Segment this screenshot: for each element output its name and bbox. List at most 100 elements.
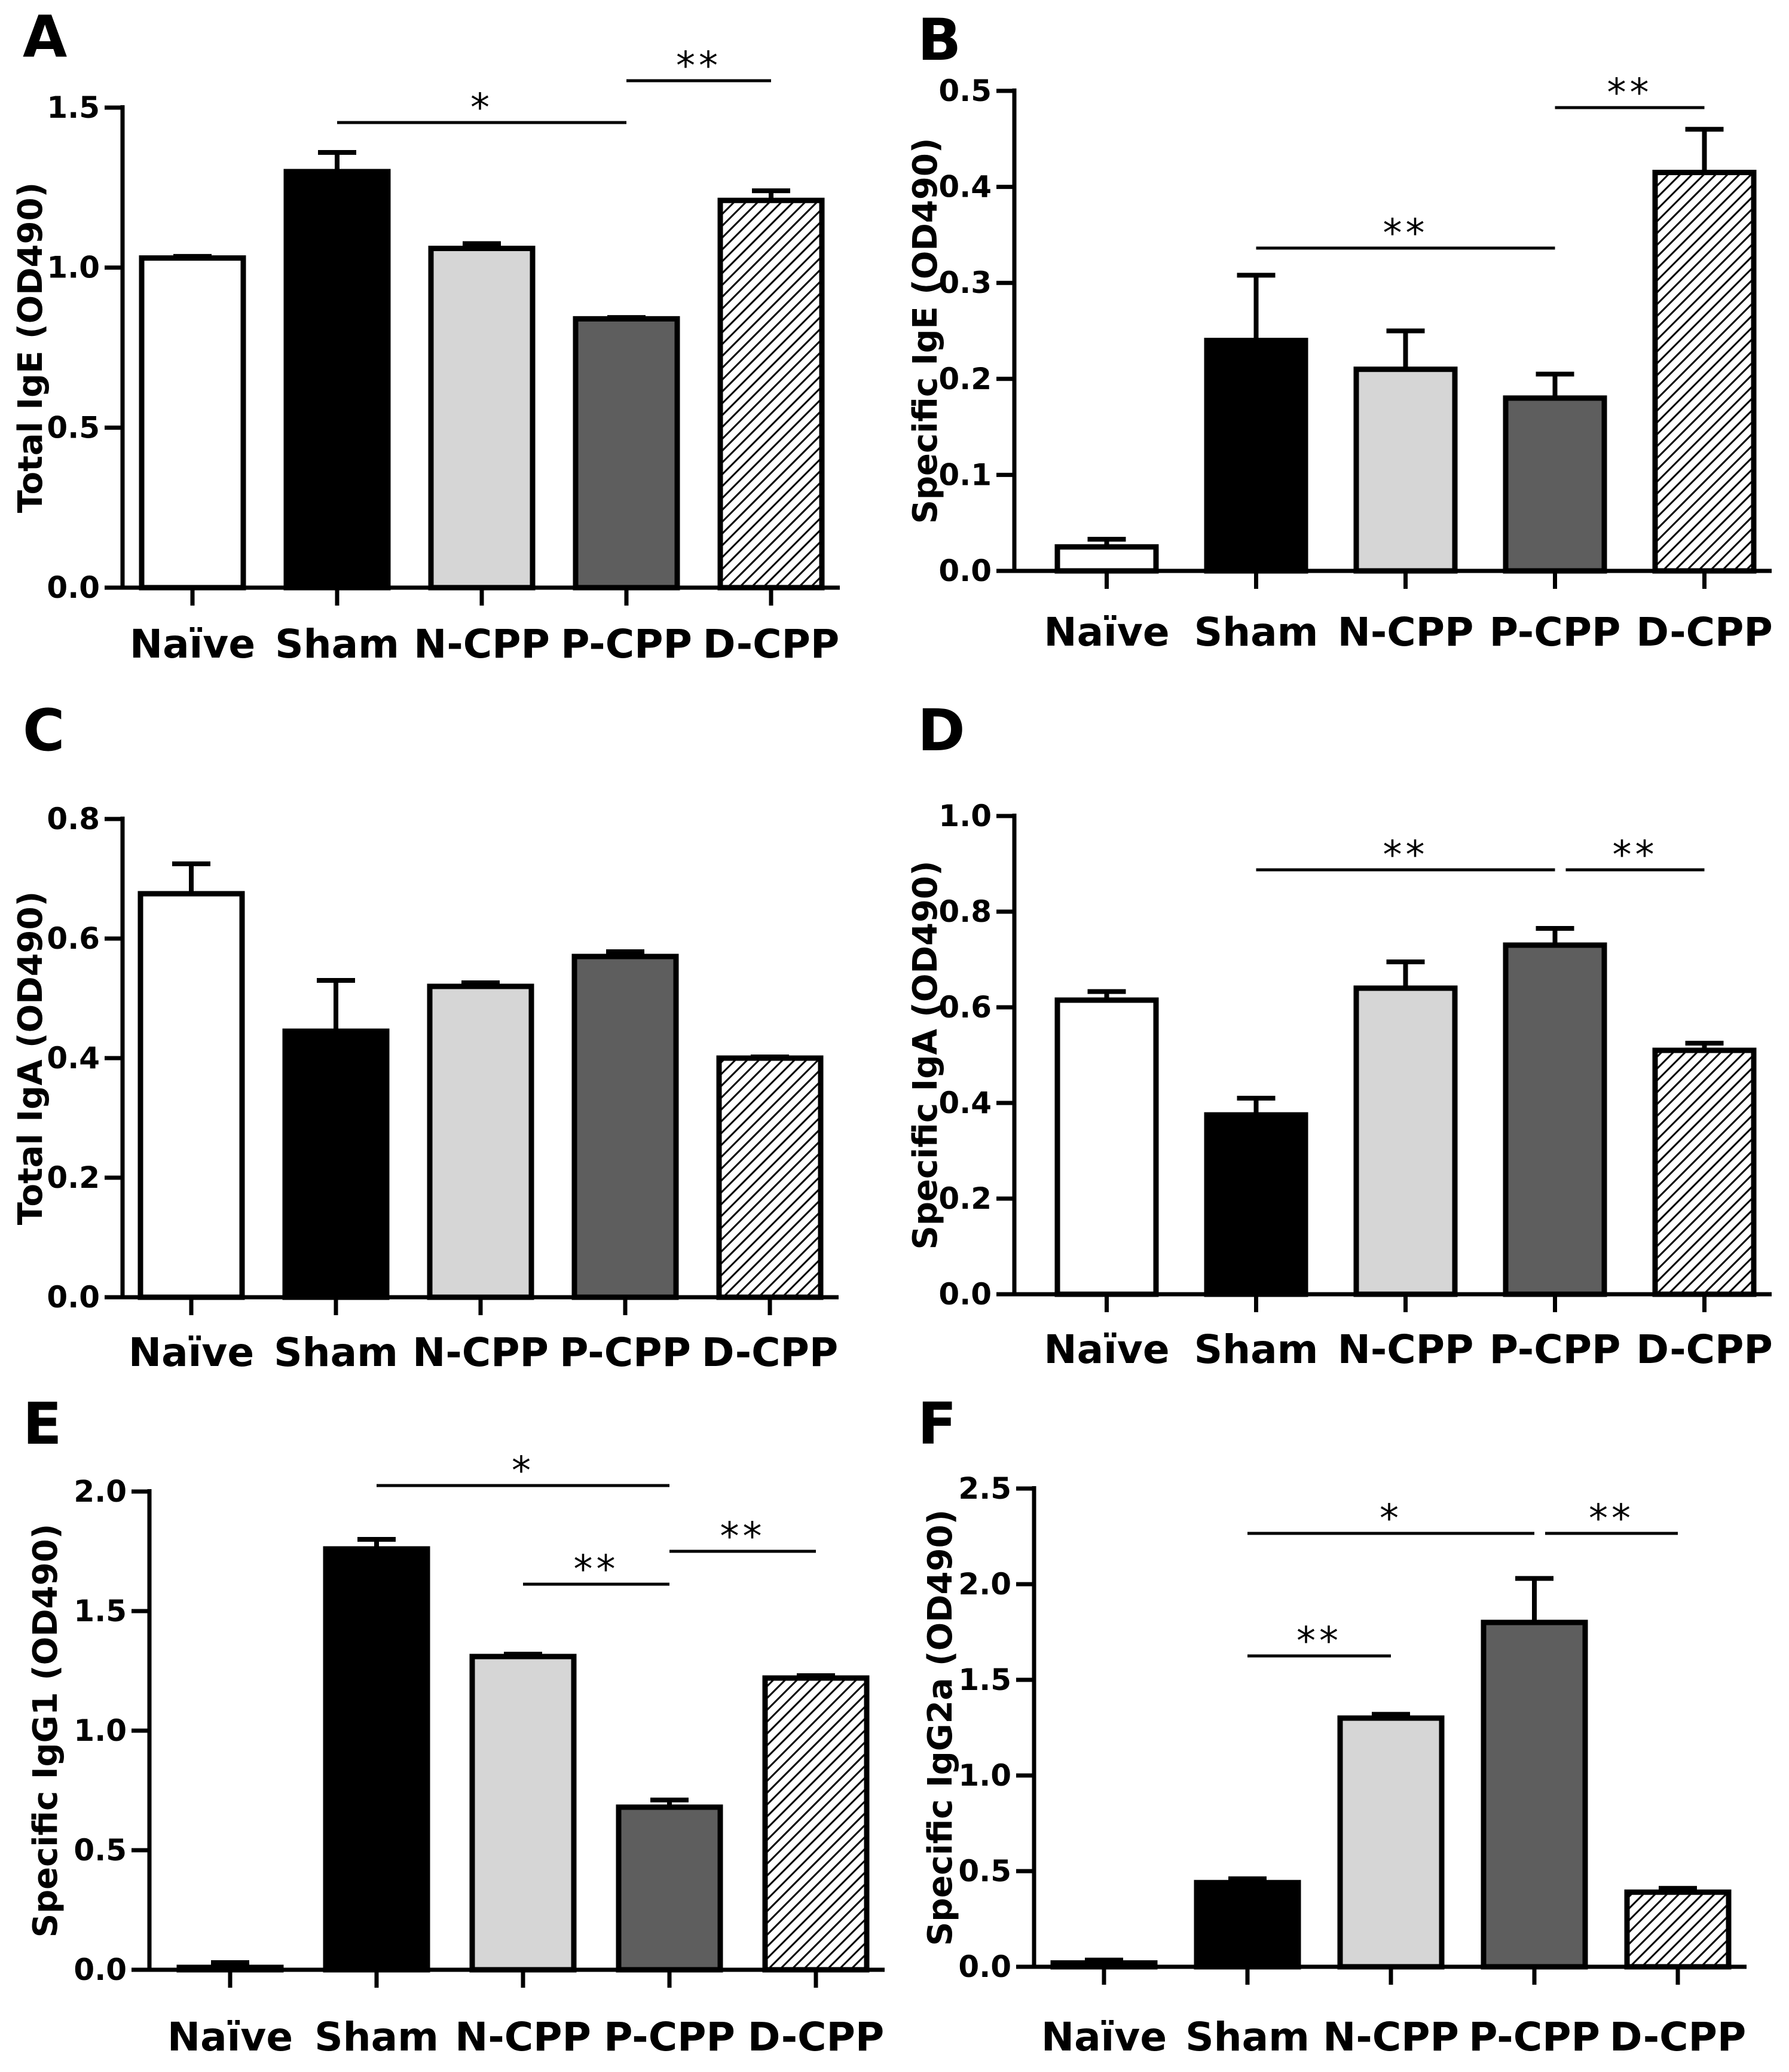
y-tick-label: 0.8 bbox=[47, 802, 100, 836]
y-tick-label: 1.0 bbox=[47, 250, 100, 285]
category-label: Sham bbox=[1194, 609, 1319, 655]
category-label: Sham bbox=[275, 621, 399, 667]
y-tick-label: 0.5 bbox=[47, 410, 100, 445]
category-label: D-CPP bbox=[703, 621, 840, 667]
y-axis-title: Specific IgA (OD490) bbox=[906, 861, 945, 1250]
significance-label: ** bbox=[1383, 833, 1429, 878]
y-tick-label: 0.2 bbox=[938, 362, 992, 396]
y-tick-label: 0.4 bbox=[938, 170, 992, 204]
bar bbox=[1204, 338, 1308, 574]
category-label: P-CPP bbox=[1490, 609, 1621, 655]
panel-letter: E bbox=[23, 1390, 62, 1457]
bar bbox=[1050, 1960, 1158, 1970]
y-tick-label: 0.6 bbox=[47, 921, 100, 956]
significance-label: ** bbox=[1296, 1619, 1342, 1664]
panel-d: D Specific IgA (OD490) 0.0 0.2 0.4 0.6 0.8 1.0 N… bbox=[906, 697, 1773, 1373]
bar bbox=[616, 1804, 723, 1973]
bar bbox=[1353, 985, 1458, 1297]
y-tick-label: 0.0 bbox=[938, 554, 992, 588]
category-label: Naïve bbox=[1041, 2014, 1167, 2060]
y-tick-label: 0.4 bbox=[938, 1086, 992, 1120]
significance-label: * bbox=[512, 1449, 534, 1493]
panel-letter: A bbox=[23, 4, 67, 71]
category-label: P-CPP bbox=[1469, 2014, 1600, 2060]
panel-f: F Specific IgG2a (OD490)0.0 0.5 1.0 1.5 2.0 2.… bbox=[918, 1390, 1747, 2060]
category-label: Sham bbox=[314, 2014, 439, 2060]
category-label: D-CPP bbox=[1610, 2014, 1747, 2060]
category-label: N-CPP bbox=[414, 621, 550, 667]
bar bbox=[762, 1675, 870, 1973]
y-axis-title: Total IgE (OD490) bbox=[11, 182, 50, 513]
bar bbox=[428, 246, 536, 591]
bar bbox=[1353, 366, 1458, 574]
bar bbox=[573, 316, 680, 591]
significance-label: ** bbox=[1383, 212, 1429, 256]
category-label: N-CPP bbox=[1338, 609, 1474, 655]
category-label: P-CPP bbox=[561, 621, 692, 667]
significance-label: ** bbox=[574, 1548, 619, 1592]
y-tick-label: 0.0 bbox=[47, 570, 100, 605]
bar bbox=[716, 1055, 824, 1300]
y-tick-label: 1.5 bbox=[958, 1663, 1011, 1697]
panel-letter: C bbox=[23, 697, 65, 764]
y-tick-label: 1.0 bbox=[938, 799, 992, 833]
y-tick-label: 0.0 bbox=[74, 1952, 127, 1987]
category-label: D-CPP bbox=[702, 1330, 839, 1376]
bar bbox=[139, 255, 246, 591]
y-tick-label: 0.0 bbox=[47, 1280, 100, 1315]
panel-letter: B bbox=[918, 7, 961, 74]
bar bbox=[1194, 1880, 1301, 1970]
category-label: P-CPP bbox=[604, 2014, 735, 2060]
category-label: Sham bbox=[1185, 2014, 1310, 2060]
y-tick-label: 2.5 bbox=[958, 1471, 1011, 1506]
category-label: Sham bbox=[274, 1330, 398, 1376]
y-tick-label: 2.0 bbox=[958, 1567, 1011, 1602]
bar bbox=[717, 197, 825, 591]
bar bbox=[1503, 942, 1607, 1297]
y-tick-label: 0.5 bbox=[74, 1833, 127, 1868]
category-label: N-CPP bbox=[412, 1330, 549, 1376]
bar bbox=[282, 1028, 390, 1300]
panel-letter: D bbox=[918, 697, 965, 764]
significance-label: ** bbox=[720, 1515, 766, 1559]
bar bbox=[1054, 997, 1159, 1297]
y-tick-label: 0.5 bbox=[938, 74, 992, 108]
y-tick-label: 0.0 bbox=[958, 1949, 1011, 1984]
bar bbox=[1481, 1619, 1588, 1970]
significance-label: ** bbox=[1613, 833, 1658, 878]
y-tick-label: 0.8 bbox=[938, 894, 992, 929]
category-label: Naïve bbox=[1044, 1327, 1169, 1373]
bar bbox=[283, 169, 391, 591]
panel-c: C Total IgA (OD490) 0.0 0.2 0.4 0.6 0.8 Naïve Sh… bbox=[11, 697, 839, 1376]
category-label: Naïve bbox=[130, 621, 255, 667]
bar bbox=[176, 1964, 284, 1973]
category-label: Sham bbox=[1194, 1327, 1319, 1373]
category-label: Naïve bbox=[167, 2014, 293, 2060]
bar bbox=[137, 891, 245, 1300]
y-tick-label: 1.0 bbox=[958, 1758, 1011, 1793]
y-tick-label: 1.5 bbox=[47, 90, 100, 125]
category-label: P-CPP bbox=[559, 1330, 691, 1376]
bar bbox=[1054, 544, 1159, 574]
bar bbox=[571, 954, 679, 1300]
y-tick-label: 0.2 bbox=[938, 1181, 992, 1216]
significance-label: * bbox=[1380, 1497, 1402, 1541]
bar bbox=[469, 1654, 577, 1973]
category-label: N-CPP bbox=[455, 2014, 591, 2060]
bar bbox=[1624, 1889, 1732, 1970]
y-tick-label: 1.0 bbox=[74, 1713, 127, 1748]
y-tick-label: 0.0 bbox=[938, 1277, 992, 1312]
y-tick-label: 0.4 bbox=[47, 1041, 100, 1075]
category-label: D-CPP bbox=[1636, 1327, 1773, 1373]
category-label: P-CPP bbox=[1490, 1327, 1621, 1373]
panel-b: B Specific IgE (OD490) 0.0 0.1 0.2 0.3 0.4 0.5 N… bbox=[906, 7, 1773, 655]
significance-label: ** bbox=[1589, 1497, 1634, 1541]
y-tick-label: 0.6 bbox=[938, 990, 992, 1025]
bar bbox=[1652, 1047, 1757, 1297]
y-axis-title: Specific IgE (OD490) bbox=[906, 138, 945, 524]
y-tick-label: 0.2 bbox=[47, 1160, 100, 1195]
y-tick-label: 0.1 bbox=[938, 457, 992, 492]
category-label: Naïve bbox=[129, 1330, 254, 1376]
significance-label: ** bbox=[676, 44, 721, 88]
